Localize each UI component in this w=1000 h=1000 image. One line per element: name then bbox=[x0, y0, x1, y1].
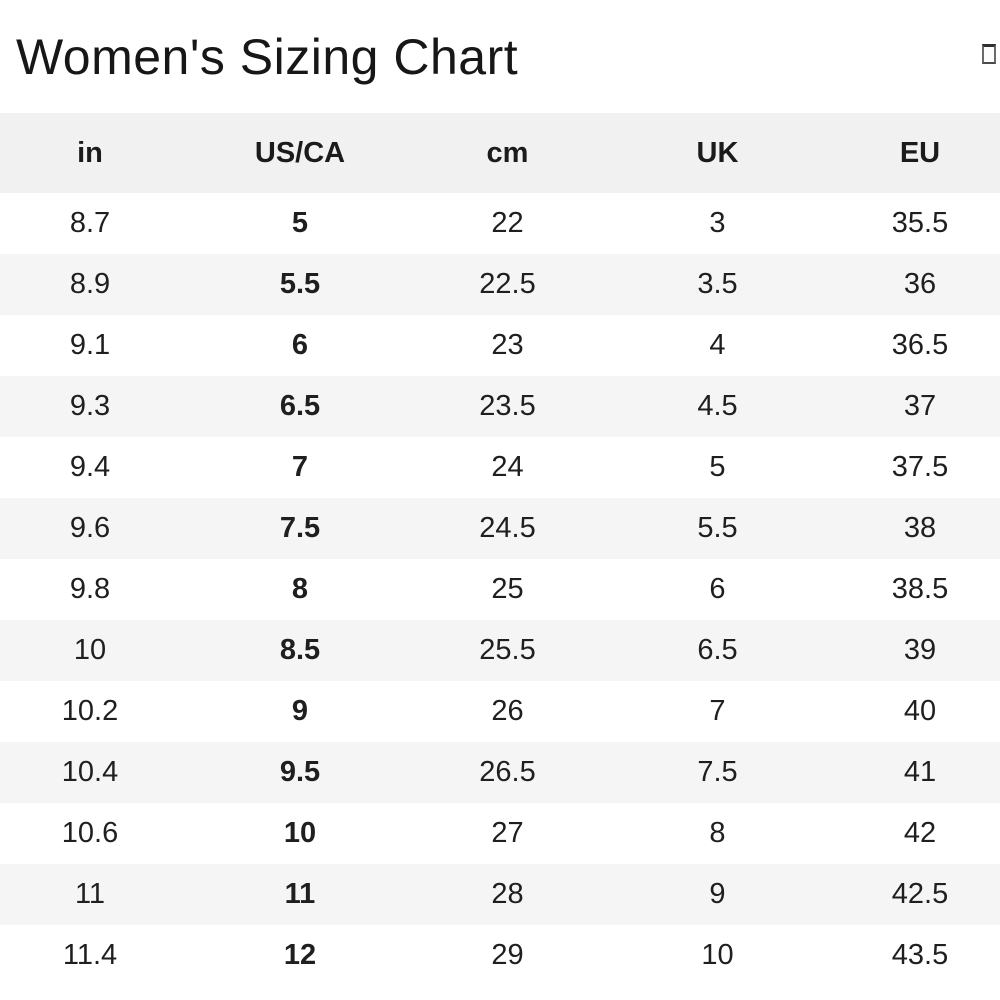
cell-us-ca: 12 bbox=[283, 939, 317, 971]
cell-cm: 22 bbox=[491, 207, 524, 239]
cell-uk: 5 bbox=[709, 451, 726, 483]
cell-us-ca: 9.5 bbox=[279, 756, 321, 788]
cell-cm: 28 bbox=[491, 878, 524, 910]
missing-glyph-icon[interactable] bbox=[982, 44, 996, 64]
cell-eu: 42 bbox=[903, 817, 937, 849]
cell-cm: 24 bbox=[491, 451, 524, 483]
column-header-cm: cm bbox=[486, 136, 529, 169]
table-row: 9.4 7 24 5 37.5 bbox=[0, 437, 1000, 498]
title-bar: Women's Sizing Chart bbox=[0, 0, 1000, 113]
cell-uk: 9 bbox=[709, 878, 726, 910]
cell-in: 8.9 bbox=[69, 268, 111, 300]
cell-in: 10.2 bbox=[61, 695, 119, 727]
table-row: 11 11 28 9 42.5 bbox=[0, 864, 1000, 925]
cell-cm: 27 bbox=[491, 817, 524, 849]
cell-uk: 7 bbox=[709, 695, 726, 727]
cell-us-ca: 6.5 bbox=[279, 390, 321, 422]
cell-us-ca: 5 bbox=[291, 207, 309, 239]
cell-uk: 6 bbox=[709, 573, 726, 605]
cell-in: 11.4 bbox=[62, 939, 118, 971]
cell-uk: 3 bbox=[709, 207, 726, 239]
table-row: 10 8.5 25.5 6.5 39 bbox=[0, 620, 1000, 681]
cell-in: 9.4 bbox=[69, 451, 111, 483]
cell-uk: 7.5 bbox=[697, 756, 738, 788]
cell-eu: 37 bbox=[903, 390, 937, 422]
cell-uk: 5.5 bbox=[697, 512, 738, 544]
table-row: 9.6 7.5 24.5 5.5 38 bbox=[0, 498, 1000, 559]
cell-uk: 3.5 bbox=[697, 268, 738, 300]
cell-eu: 38.5 bbox=[891, 573, 949, 605]
cell-eu: 42.5 bbox=[891, 878, 949, 910]
column-header-eu: EU bbox=[899, 136, 941, 169]
column-header-usca: US/CA bbox=[254, 136, 346, 169]
cell-us-ca: 9 bbox=[291, 695, 309, 727]
cell-eu: 36.5 bbox=[891, 329, 949, 361]
table-body: 8.7 5 22 3 35.5 8.9 5.5 22.5 3.5 36 9.1 6 23 4 36.5 9.3… bbox=[0, 193, 1000, 986]
table-row: 9.8 8 25 6 38.5 bbox=[0, 559, 1000, 620]
cell-eu: 37.5 bbox=[891, 451, 949, 483]
cell-eu: 43.5 bbox=[891, 939, 949, 971]
cell-cm: 23.5 bbox=[479, 390, 536, 422]
table-row: 10.4 9.5 26.5 7.5 41 bbox=[0, 742, 1000, 803]
cell-in: 9.6 bbox=[69, 512, 111, 544]
cell-us-ca: 10 bbox=[283, 817, 317, 849]
sizing-table: in US/CA cm UK EU 8.7 5 22 3 35.5 8.9 5.5 22.5 3… bbox=[0, 113, 1000, 986]
page-title: Women's Sizing Chart bbox=[16, 28, 519, 85]
cell-us-ca: 7 bbox=[291, 451, 309, 483]
cell-cm: 25 bbox=[491, 573, 524, 605]
cell-us-ca: 5.5 bbox=[279, 268, 321, 300]
cell-cm: 26.5 bbox=[479, 756, 536, 788]
column-header-in: in bbox=[77, 136, 103, 169]
cell-eu: 36 bbox=[903, 268, 937, 300]
cell-in: 9.8 bbox=[69, 573, 111, 605]
cell-uk: 8 bbox=[709, 817, 726, 849]
table-row: 10.2 9 26 7 40 bbox=[0, 681, 1000, 742]
cell-uk: 6.5 bbox=[697, 634, 738, 666]
cell-in: 10.6 bbox=[61, 817, 119, 849]
table-row: 10.6 10 27 8 42 bbox=[0, 803, 1000, 864]
table-row: 11.4 12 29 10 43.5 bbox=[0, 925, 1000, 986]
cell-eu: 41 bbox=[903, 756, 937, 788]
cell-eu: 40 bbox=[903, 695, 937, 727]
cell-cm: 26 bbox=[491, 695, 524, 727]
cell-us-ca: 6 bbox=[291, 329, 309, 361]
cell-cm: 25.5 bbox=[479, 634, 536, 666]
cell-uk: 4.5 bbox=[697, 390, 738, 422]
cell-us-ca: 8.5 bbox=[279, 634, 321, 666]
cell-in: 10.4 bbox=[61, 756, 119, 788]
table-row: 9.3 6.5 23.5 4.5 37 bbox=[0, 376, 1000, 437]
table-row: 8.9 5.5 22.5 3.5 36 bbox=[0, 254, 1000, 315]
cell-in: 11 bbox=[74, 878, 106, 910]
cell-in: 9.3 bbox=[69, 390, 111, 422]
table-row: 8.7 5 22 3 35.5 bbox=[0, 193, 1000, 254]
cell-cm: 24.5 bbox=[479, 512, 536, 544]
cell-in: 8.7 bbox=[69, 207, 111, 239]
cell-uk: 10 bbox=[701, 939, 734, 971]
cell-in: 10 bbox=[73, 634, 107, 666]
cell-us-ca: 8 bbox=[291, 573, 309, 605]
cell-eu: 39 bbox=[903, 634, 937, 666]
cell-eu: 35.5 bbox=[891, 207, 949, 239]
cell-in: 9.1 bbox=[69, 329, 111, 361]
cell-cm: 22.5 bbox=[479, 268, 536, 300]
cell-us-ca: 11 bbox=[284, 878, 316, 910]
cell-uk: 4 bbox=[709, 329, 726, 361]
cell-cm: 29 bbox=[491, 939, 524, 971]
table-row: 9.1 6 23 4 36.5 bbox=[0, 315, 1000, 376]
column-header-uk: UK bbox=[696, 136, 739, 169]
cell-eu: 38 bbox=[903, 512, 937, 544]
cell-us-ca: 7.5 bbox=[279, 512, 321, 544]
header-row: in US/CA cm UK EU bbox=[0, 113, 1000, 193]
cell-cm: 23 bbox=[491, 329, 524, 361]
